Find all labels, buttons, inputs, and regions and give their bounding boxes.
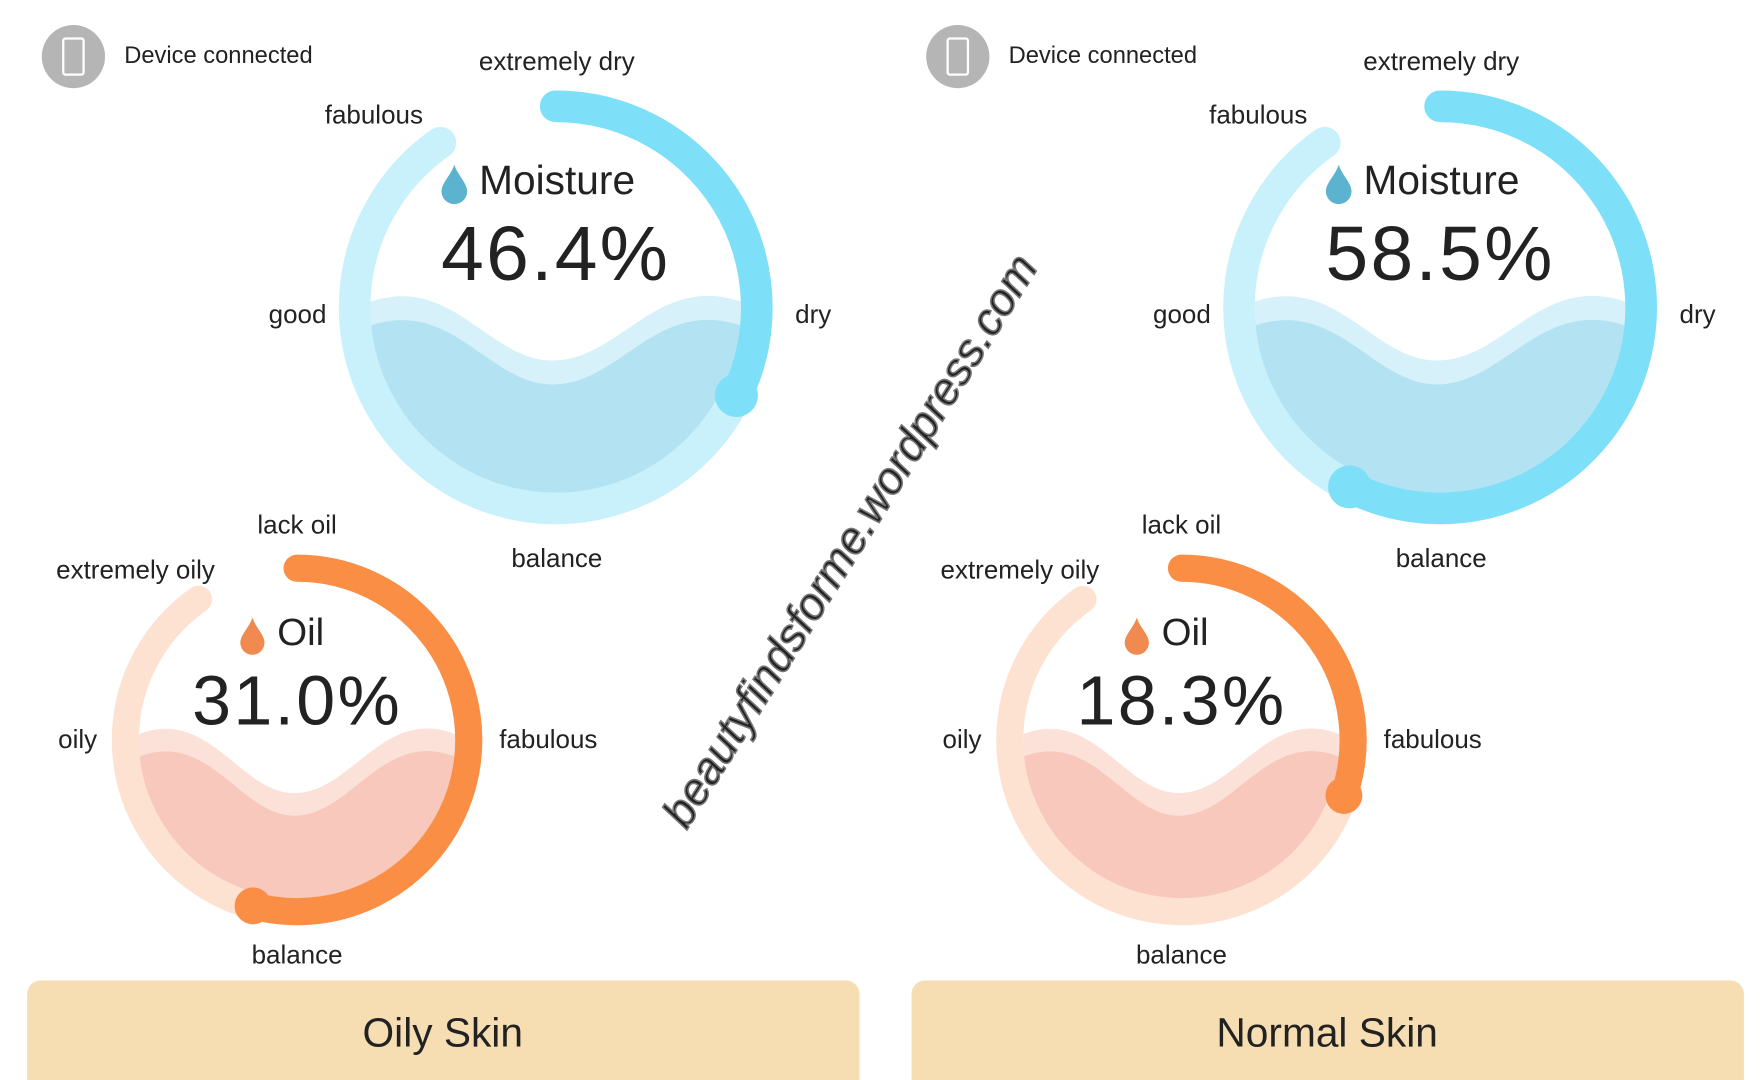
scale-label: fabulous	[499, 724, 597, 754]
gauge-value: 58.5%	[1326, 211, 1555, 297]
panel: Device connected Moisture 46.4% extremely d…	[27, 24, 860, 1080]
gauge-value: 46.4%	[441, 211, 670, 297]
scale-label: lack oil	[257, 509, 336, 539]
scale-label: good	[1153, 299, 1211, 329]
scale-label: fabulous	[325, 99, 423, 129]
scale-label: extremely dry	[479, 46, 635, 76]
scale-label: oily	[58, 724, 97, 754]
drop-icon	[441, 164, 468, 205]
gauge-arc	[1333, 90, 1657, 525]
scale-label: balance	[1136, 940, 1227, 970]
scale-label: fabulous	[1209, 99, 1307, 129]
gauge-knob	[1328, 465, 1372, 509]
panel: Device connected Moisture 58.5% extremely d…	[911, 24, 1744, 1080]
gauge-value: 18.3%	[1077, 662, 1287, 740]
water-front	[1023, 751, 1340, 906]
scale-label: dry	[795, 299, 831, 329]
device-icon	[41, 24, 106, 89]
scale-label: extremely dry	[1363, 46, 1519, 76]
device-icon-glyph	[946, 37, 970, 76]
result-button[interactable]	[27, 980, 860, 1080]
device-icon	[926, 24, 990, 89]
gauge-arc	[1167, 554, 1367, 810]
gauge-arc	[539, 90, 773, 412]
scale-label: balance	[511, 543, 602, 573]
scale-label: extremely oily	[941, 554, 1100, 584]
drop-icon	[1124, 617, 1149, 655]
water-front	[138, 751, 456, 906]
result-text: Normal Skin	[1216, 1010, 1437, 1056]
drop-icon	[240, 617, 265, 655]
gauge-knob	[1325, 777, 1363, 814]
scale-label: balance	[1396, 543, 1487, 573]
scale-label: extremely oily	[56, 554, 215, 584]
scale-label: oily	[943, 724, 982, 754]
gauge-knob	[234, 887, 272, 925]
scale-label: good	[269, 299, 327, 329]
device-icon-glyph	[62, 37, 85, 76]
gauge-title: Moisture	[479, 157, 635, 203]
status-text: Device connected	[1009, 43, 1197, 69]
gauge-title: Oil	[1162, 611, 1209, 654]
gauge-title: Oil	[277, 611, 324, 654]
drop-icon	[1325, 164, 1352, 205]
gauge-arc	[239, 554, 483, 926]
result-button[interactable]	[911, 980, 1744, 1080]
scale-label: lack oil	[1142, 509, 1221, 539]
gauge-knob	[714, 373, 758, 417]
gauge-title: Moisture	[1364, 157, 1520, 203]
water-front	[370, 319, 741, 502]
result-text: Oily Skin	[363, 1010, 523, 1056]
water-front	[1254, 319, 1626, 502]
scale-label: balance	[252, 940, 343, 970]
scale-label: fabulous	[1384, 724, 1482, 754]
gauge-value: 31.0%	[192, 662, 402, 740]
scale-label: dry	[1680, 299, 1716, 329]
status-text: Device connected	[124, 43, 312, 69]
